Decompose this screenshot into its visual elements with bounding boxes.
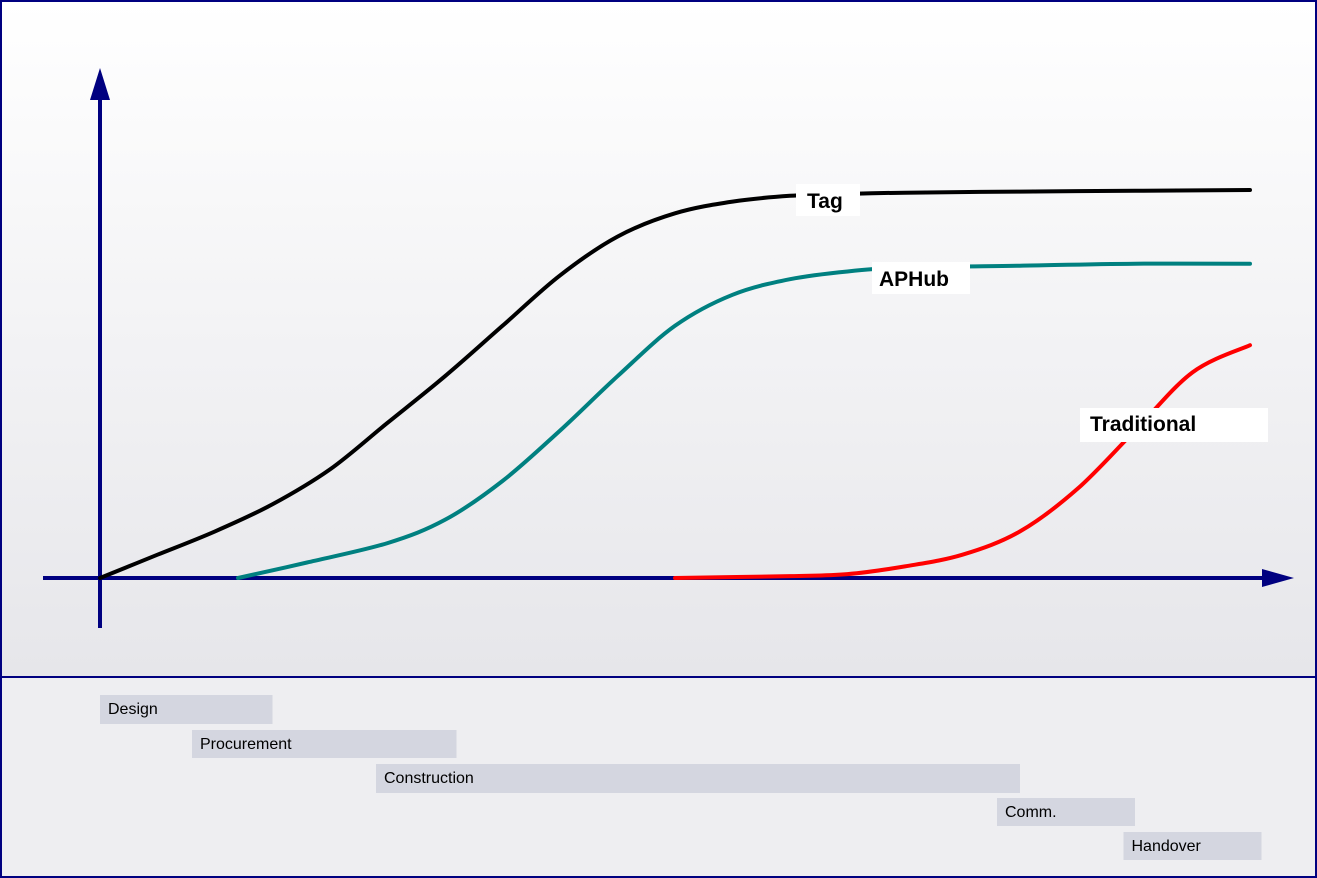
series-layer (98, 188, 1252, 580)
label-aphub-text: APHub (879, 268, 949, 291)
phase-bar-procurement (192, 730, 457, 758)
label-tag-background (796, 184, 860, 216)
x-axis-arrow-icon (1262, 569, 1294, 587)
phase-bar-handover (1123, 832, 1262, 860)
label-tag: Tag (796, 184, 860, 216)
label-traditional-text: Traditional (1090, 413, 1196, 436)
phase-layer: Design Procurement Construction Comm. Ha… (100, 695, 1262, 860)
phase-bar-design (100, 695, 273, 724)
series-line-tag (98, 188, 1252, 580)
phase-label-comm: Comm. (1005, 804, 1057, 821)
phase-bar-construction (376, 764, 1020, 793)
label-traditional-background (1080, 408, 1268, 442)
label-traditional: Traditional (1080, 408, 1268, 442)
phase-label-construction: Construction (384, 770, 474, 787)
label-aphub: APHub (872, 262, 970, 294)
label-tag-text: Tag (807, 190, 843, 213)
phase-label-handover: Handover (1132, 838, 1202, 855)
phase-label-design: Design (108, 701, 158, 718)
series-line-traditional (673, 343, 1252, 580)
phase-label-procurement: Procurement (200, 736, 292, 753)
label-aphub-background (872, 262, 970, 294)
phase-bar-comm (997, 798, 1135, 826)
y-axis-arrow-icon (90, 68, 110, 100)
series-line-aphub (236, 261, 1252, 580)
